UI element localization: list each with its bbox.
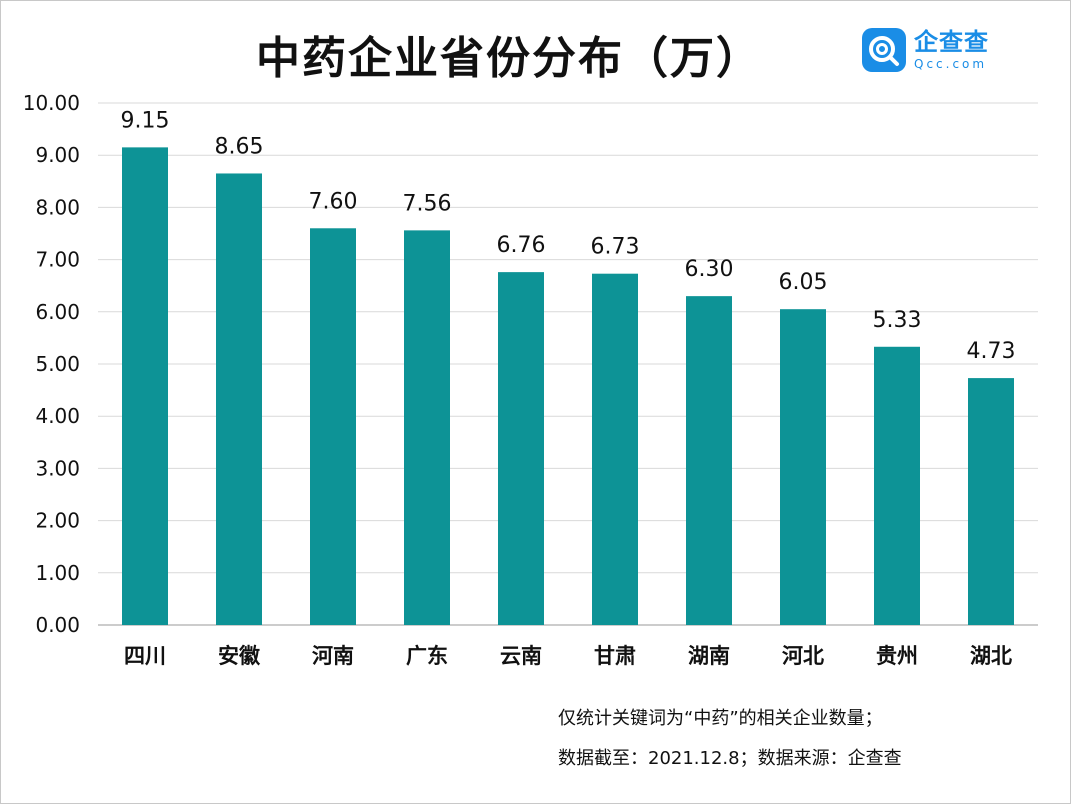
bar-value-label: 7.56 xyxy=(403,191,452,216)
bar-value-label: 6.73 xyxy=(591,235,640,260)
x-tick-label: 四川 xyxy=(124,644,166,668)
x-tick-label: 湖北 xyxy=(970,644,1012,668)
bar-value-label: 4.73 xyxy=(967,339,1016,364)
bar xyxy=(968,378,1014,625)
y-tick-label: 7.00 xyxy=(35,248,80,272)
qcc-logo-icon xyxy=(862,28,906,72)
x-tick-label: 广东 xyxy=(406,644,448,668)
y-tick-label: 10.00 xyxy=(23,91,80,115)
bar xyxy=(498,272,544,625)
chart-title: 中药企业省份分布（万） xyxy=(256,33,762,84)
y-tick-label: 0.00 xyxy=(35,613,80,637)
y-tick-label: 5.00 xyxy=(35,352,80,376)
bar-value-label: 9.15 xyxy=(121,108,170,133)
logo-name-cn: 企查查 xyxy=(914,28,989,56)
bar xyxy=(404,230,450,626)
y-tick-label: 2.00 xyxy=(35,509,80,533)
y-tick-label: 8.00 xyxy=(35,195,80,219)
bar-value-label: 6.30 xyxy=(685,257,734,282)
y-tick-label: 3.00 xyxy=(35,456,80,480)
x-tick-label: 贵州 xyxy=(876,644,918,668)
bar xyxy=(686,296,732,625)
y-tick-label: 1.00 xyxy=(35,561,80,585)
bar-value-label: 5.33 xyxy=(873,308,922,333)
footnote-source: 数据截至：2021.12.8；数据来源：企查查 xyxy=(558,748,902,769)
bar xyxy=(122,147,168,625)
footnote-scope: 仅统计关键词为“中药”的相关企业数量； xyxy=(558,708,883,729)
bar xyxy=(874,346,920,625)
x-tick-label: 安徽 xyxy=(218,644,261,668)
bar xyxy=(310,228,356,625)
x-tick-label: 河北 xyxy=(782,644,824,668)
bar xyxy=(780,309,826,625)
x-tick-label: 河南 xyxy=(312,644,354,668)
bar-value-label: 6.76 xyxy=(497,233,546,258)
logo-name-en: Qcc.com xyxy=(914,57,988,71)
y-tick-label: 9.00 xyxy=(35,143,80,167)
bar-value-label: 7.60 xyxy=(309,189,358,214)
bar-value-label: 6.05 xyxy=(779,270,828,295)
bar-value-label: 8.65 xyxy=(215,134,264,159)
x-tick-label: 湖南 xyxy=(688,644,730,668)
qcc-logo: 企查查 Qcc.com xyxy=(862,25,989,75)
bar xyxy=(592,273,638,625)
bar xyxy=(216,173,262,625)
x-tick-label: 甘肃 xyxy=(594,644,636,668)
y-tick-label: 4.00 xyxy=(35,404,80,428)
x-tick-label: 云南 xyxy=(500,644,542,668)
y-tick-label: 6.00 xyxy=(35,300,80,324)
